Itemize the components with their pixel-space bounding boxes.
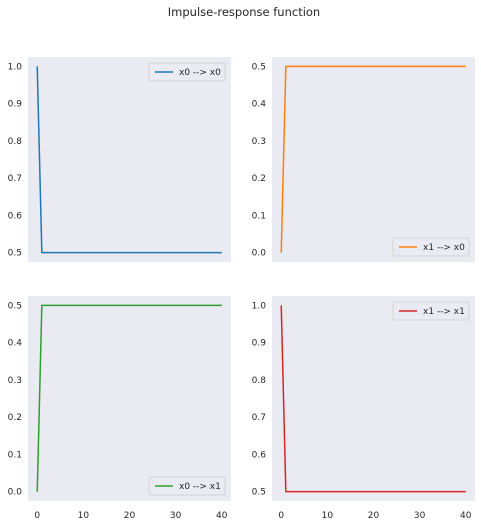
y-tick-label: 0.2 [8,413,22,423]
legend: x0 --> x0 [148,62,226,82]
series-line-1 [36,66,222,254]
legend-box [392,301,470,321]
y-tick-label: 0.5 [252,488,266,498]
plot-area [28,296,231,501]
x-tick-label: 40 [216,511,228,521]
plot-area [28,57,231,262]
y-tick-label: 0.0 [252,249,267,259]
legend: x1 --> x0 [392,237,470,257]
subplots: 0.50.60.70.80.91.0x0 --> x00.00.10.20.30… [8,57,475,521]
y-tick-label: 0.6 [8,211,23,221]
y-tick-label: 0.7 [8,174,22,184]
y-tick-label: 0.4 [252,100,267,110]
x-tick-label: 30 [170,511,182,521]
plot-area [272,296,475,501]
legend: x0 --> x1 [148,476,226,496]
y-tick-label: 0.5 [8,301,22,311]
y-tick-label: 0.5 [8,249,22,259]
figure-title: Impulse-response function [168,5,320,19]
legend-label: x0 --> x1 [179,482,221,492]
subplot-3: 0.0 0.1 0.2 0.3 0.4 0.5 0 10 20 30 40 x0 --> x1 [8,296,231,521]
y-tick-label: 0.8 [252,376,267,386]
x-tick-label: 0 [34,511,40,521]
legend-label: x1 --> x1 [423,307,465,317]
legend-box [148,476,226,496]
subplot-2: 0.0 0.1 0.2 0.3 0.4 0.5 x1 --> x0 [252,57,475,262]
x-tick-label: 30 [414,511,426,521]
x-tick-label: 20 [368,511,380,521]
x-tick-label: 10 [322,511,334,521]
y-tick-label: 0.6 [252,450,267,460]
y-tick-label: 0.5 [252,62,266,72]
legend-label: x1 --> x0 [423,243,465,253]
x-tick-label: 20 [124,511,136,521]
plot-area [272,57,475,262]
legend-label: x0 --> x0 [179,68,221,78]
legend: x1 --> x1 [392,301,470,321]
y-tick-label: 1.0 [252,301,267,311]
y-tick-label: 0.1 [252,211,266,221]
y-tick-label: 0.1 [8,450,22,460]
subplot-1: 0.5 0.6 0.7 0.8 0.9 1.0 x0 --> x0 [8,57,231,262]
x-tick-label: 0 [278,511,284,521]
y-tick-label: 0.9 [252,339,267,349]
legend-box [392,237,470,257]
y-tick-label: 0.3 [252,137,266,147]
y-tick-label: 0.3 [8,376,22,386]
series-line-3 [36,304,222,492]
y-tick-label: 0.8 [8,137,23,147]
y-tick-label: 0.9 [8,100,23,110]
y-tick-label: 0.7 [252,413,266,423]
x-tick-label: 40 [460,511,472,521]
series-line-2 [280,65,466,253]
series-line-4 [280,305,466,493]
y-tick-label: 0.4 [8,339,23,349]
y-tick-label: 0.2 [252,174,266,184]
x-tick-label: 10 [78,511,90,521]
subplot-4: 0.5 0.6 0.7 0.8 0.9 1.0 0 10 20 30 40 x1 --> x1 [252,296,475,521]
y-tick-label: 1.0 [8,62,23,72]
y-tick-label: 0.0 [8,488,23,498]
legend-box [148,62,226,82]
